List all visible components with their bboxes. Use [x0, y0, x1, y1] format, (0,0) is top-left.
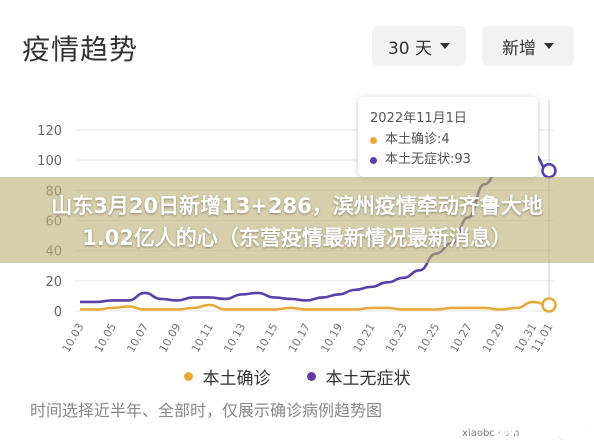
x-tick-label: 10.11: [189, 321, 216, 355]
tooltip-row-confirmed: 本土确诊:4: [370, 130, 526, 150]
time-range-label: 30 天: [387, 38, 433, 59]
x-tick-label: 10.29: [480, 321, 507, 355]
x-tick-label: 10.05: [92, 321, 119, 355]
watermark-text: 攻略大全: [496, 419, 589, 445]
case-type-dropdown[interactable]: 新增: [482, 26, 574, 66]
y-tick-label: 0: [54, 305, 62, 320]
tooltip-row-asymptomatic: 本土无症状:93: [370, 150, 526, 170]
legend-item-confirmed[interactable]: 本土确诊: [183, 364, 271, 389]
chevron-down-icon: [544, 43, 554, 49]
chevron-down-icon: [440, 43, 451, 49]
legend-label-asymptomatic: 本土无症状: [325, 369, 411, 389]
x-tick-label: 10.09: [157, 321, 184, 355]
chart-legend: 本土确诊 本土无症状: [0, 364, 594, 389]
chart-footnote: 时间选择近半年、全部时，仅展示确诊病例趋势图: [30, 401, 383, 420]
x-tick-label: 10.19: [318, 321, 345, 355]
y-tick-label: 120: [37, 124, 62, 139]
point-marker-asymptomatic: [541, 162, 557, 179]
headline-line-1: 山东3月20日新增13+286，滨州疫情牵动齐鲁大地: [51, 194, 543, 218]
x-tick-label: 10.21: [351, 321, 378, 355]
time-range-dropdown[interactable]: 30 天: [372, 26, 466, 66]
legend-label-confirmed: 本土确诊: [202, 369, 271, 389]
watermark-logo: xiaobc.com: [462, 428, 520, 439]
x-tick-label: 10.17: [286, 321, 313, 355]
tooltip-confirmed-text: 本土确诊:4: [385, 132, 450, 147]
x-tick-label: 10.07: [124, 321, 151, 355]
x-tick-label: 10.23: [383, 321, 410, 355]
case-type-label: 新增: [502, 38, 536, 59]
legend-item-asymptomatic[interactable]: 本土无症状: [306, 364, 411, 389]
data-tooltip: 2022年11月1日 本土确诊:4 本土无症状:93: [358, 97, 538, 177]
point-marker-confirmed: [541, 297, 557, 313]
tooltip-asymptomatic-text: 本土无症状:93: [385, 152, 471, 167]
page-title: 疫情趋势: [22, 33, 139, 66]
watermark: xiaobc.com 攻略大全: [462, 412, 592, 445]
series-line-confirmed: [80, 300, 550, 311]
confirmed-dot-icon: [370, 136, 377, 144]
y-tick-label: 20: [45, 275, 62, 290]
x-tick-label: 10.03: [60, 321, 87, 355]
x-tick-label: 10.15: [254, 321, 281, 355]
headline-line-2: 1.02亿人的心（东营疫情最新情况最新消息）: [82, 226, 512, 250]
confirmed-dot-icon: [183, 372, 193, 381]
x-tick-label: 10.13: [221, 321, 248, 355]
headline-overlay: [0, 177, 594, 263]
x-tick-label: 10.25: [415, 321, 442, 355]
tooltip-date: 2022年11月1日: [370, 111, 467, 126]
x-tick-label: 10.27: [448, 321, 475, 355]
asymptomatic-dot-icon: [306, 372, 316, 381]
asymptomatic-dot-icon: [370, 156, 377, 164]
y-tick-label: 100: [37, 154, 62, 169]
